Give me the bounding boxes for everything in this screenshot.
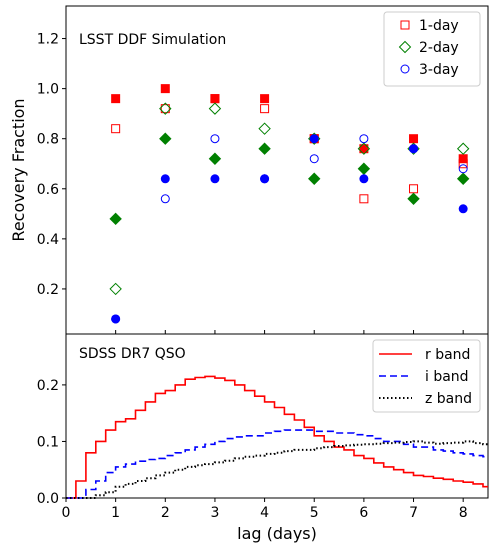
top-y-axis-label: Recovery Fraction	[9, 98, 28, 241]
x-tick-label: 2	[161, 505, 170, 521]
marker-filled-1-day	[409, 134, 419, 144]
bottom-y-tick-label: 0.0	[37, 491, 59, 507]
marker-filled-3-day	[160, 174, 170, 184]
marker-filled-3-day	[309, 134, 319, 144]
marker-open-3-day	[309, 154, 319, 164]
marker-filled-2-day	[407, 192, 420, 206]
marker-filled-1-day	[359, 144, 369, 154]
bottom-panel-title: SDSS DR7 QSO	[79, 346, 186, 362]
marker-filled-2-day	[258, 142, 271, 155]
legend-marker-1-day	[400, 20, 410, 30]
marker-filled-2-day	[159, 132, 172, 145]
marker-filled-3-day	[210, 174, 220, 184]
legend-label: 2-day	[419, 40, 459, 56]
top-y-tick-label: 1.0	[37, 82, 59, 98]
marker-open-2-day	[357, 142, 371, 155]
marker-filled-3-day	[111, 314, 121, 324]
marker-filled-1-day	[160, 84, 170, 94]
marker-filled-2-day	[208, 152, 222, 165]
legend-label: 3-day	[419, 62, 459, 78]
top-y-tick-label: 0.8	[37, 132, 59, 148]
top-y-tick-label: 0.2	[37, 282, 59, 298]
marker-filled-3-day	[260, 174, 270, 184]
bottom-histogram-lines	[66, 375, 488, 499]
marker-open-3-day	[160, 194, 170, 204]
top-y-ticks: 0.2 0.4 0.6 0.8 1.0 1.2	[37, 32, 464, 334]
top-markers	[109, 84, 470, 324]
marker-open-3-day	[458, 164, 468, 174]
top-y-tick-label: 1.2	[37, 32, 59, 48]
marker-filled-1-day	[111, 94, 121, 104]
x-axis-label: lag (days)	[237, 524, 317, 543]
marker-filled-3-day	[359, 174, 369, 184]
bottom-y-tick-label: 0.2	[37, 378, 59, 394]
top-panel: LSST DDF Simulation Recovery Fraction 0.…	[9, 5, 489, 335]
marker-open-2-day	[456, 142, 470, 155]
bottom-x-ticks: 0 1 2 3 4 5 6 7 8	[62, 498, 468, 521]
marker-filled-1-day	[210, 94, 220, 104]
bottom-panel: SDSS DR7 QSO 0.0 0.1 0.2 0 1 2 3 4 5 6 7 8 lag (da…	[37, 333, 489, 543]
marker-filled-3-day	[458, 204, 468, 214]
marker-filled-2-day	[456, 172, 470, 185]
marker-filled-1-day	[458, 154, 468, 164]
top-panel-title: LSST DDF Simulation	[79, 32, 226, 48]
marker-open-1-day	[359, 194, 369, 204]
marker-filled-2-day	[308, 172, 321, 185]
top-legend-box	[383, 11, 481, 87]
top-y-tick-label: 0.4	[37, 232, 59, 248]
x-tick-label: 3	[210, 505, 219, 521]
marker-open-1-day	[111, 124, 121, 134]
marker-filled-3-day	[409, 144, 419, 154]
marker-filled-1-day	[260, 94, 270, 104]
marker-open-3-day	[210, 134, 220, 144]
legend-label: r band	[425, 347, 470, 363]
x-tick-label: 5	[310, 505, 319, 521]
marker-open-1-day	[160, 104, 170, 114]
histogram-i-band	[66, 429, 488, 499]
x-tick-label: 8	[459, 505, 468, 521]
x-tick-label: 0	[62, 505, 71, 521]
bottom-y-tick-label: 0.1	[37, 434, 59, 450]
marker-filled-2-day	[109, 212, 122, 226]
x-tick-label: 6	[359, 505, 368, 521]
legend-marker-3-day	[400, 64, 410, 74]
marker-open-2-day	[258, 122, 271, 135]
x-tick-label: 7	[409, 505, 418, 521]
x-tick-label: 4	[260, 505, 269, 521]
marker-open-3-day	[359, 134, 369, 144]
marker-open-2-day	[109, 282, 122, 296]
marker-open-2-day	[159, 102, 172, 115]
histogram-r-band	[66, 375, 488, 499]
marker-open-1-day	[260, 104, 270, 114]
marker-open-2-day	[208, 102, 222, 115]
top-legend: 1-day 2-day 3-day	[383, 11, 481, 87]
legend-marker-2-day	[398, 40, 412, 54]
legend-label: z band	[425, 391, 472, 407]
legend-label: 1-day	[419, 18, 459, 34]
x-tick-label: 1	[111, 505, 120, 521]
legend-label: i band	[425, 369, 469, 385]
bottom-y-ticks: 0.0 0.1 0.2	[37, 378, 66, 507]
top-y-tick-label: 0.6	[37, 182, 59, 198]
bottom-legend-box	[372, 339, 481, 413]
bottom-legend: r band i band z band	[372, 339, 481, 413]
marker-filled-2-day	[357, 162, 371, 175]
